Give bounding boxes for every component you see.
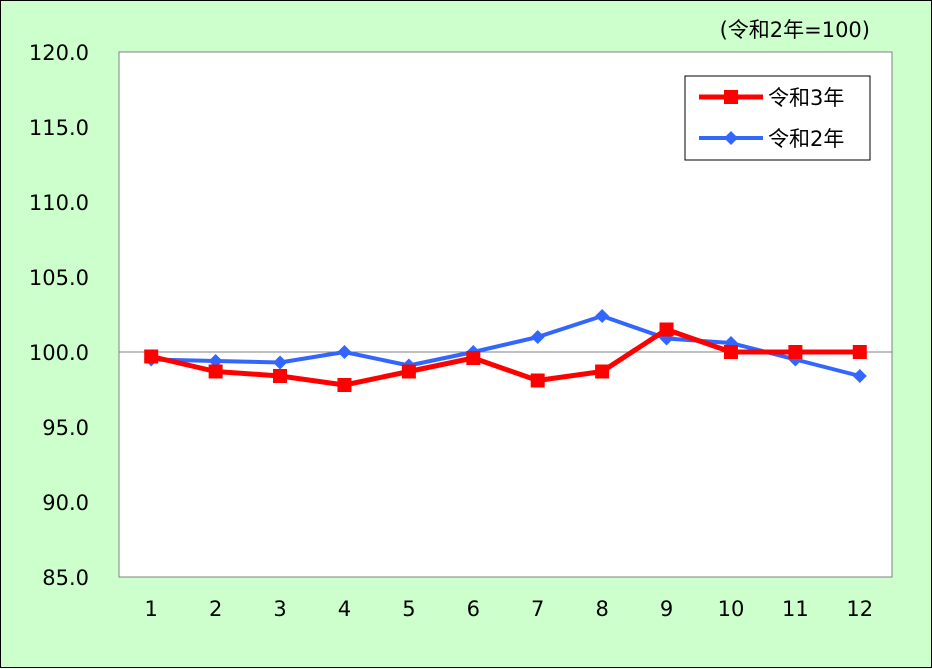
- data-point-diamond: [337, 345, 352, 359]
- x-tick-label: 5: [402, 597, 415, 621]
- x-tick-label: 7: [531, 597, 544, 621]
- x-tick-label: 3: [273, 597, 286, 621]
- y-tick-label: 90.0: [42, 491, 89, 515]
- y-tick-label: 115.0: [29, 116, 89, 140]
- legend-swatch-diamond: [724, 131, 738, 145]
- y-tick-label: 85.0: [42, 566, 89, 590]
- data-point-square: [788, 345, 803, 359]
- data-point-square: [530, 373, 545, 388]
- data-point-square: [273, 369, 288, 383]
- data-point-square: [595, 364, 610, 379]
- legend-swatch-square: [724, 90, 738, 104]
- data-point-diamond: [530, 330, 545, 344]
- x-tick-label: 12: [846, 597, 873, 621]
- legend-label: 令和3年: [768, 86, 844, 110]
- data-point-square: [659, 322, 674, 337]
- x-tick-label: 1: [145, 597, 158, 621]
- series-0: [144, 322, 867, 392]
- y-tick-label: 110.0: [29, 191, 89, 215]
- x-tick-label: 8: [595, 597, 608, 621]
- data-point-square: [337, 378, 352, 392]
- x-tick-label: 6: [467, 597, 480, 621]
- y-tick-label: 100.0: [29, 341, 89, 365]
- legend-label: 令和2年: [768, 127, 844, 151]
- data-point-diamond: [273, 355, 288, 370]
- x-tick-label: 4: [338, 597, 351, 621]
- legend-item-0: 令和3年: [699, 86, 844, 110]
- data-point-diamond: [852, 369, 867, 383]
- data-point-square: [401, 364, 416, 379]
- x-tick-label: 11: [782, 597, 809, 621]
- y-tick-label: 105.0: [29, 266, 89, 290]
- x-tick-label: 10: [718, 597, 745, 621]
- y-tick-label: 95.0: [42, 416, 89, 440]
- data-point-square: [466, 351, 481, 365]
- legend-item-1: 令和2年: [699, 127, 844, 151]
- y-tick-label: 120.0: [29, 41, 89, 65]
- x-tick-label: 2: [209, 597, 222, 621]
- series-line: [151, 314, 861, 378]
- data-point-square: [144, 349, 159, 364]
- unit-note: (令和2年=100): [720, 18, 870, 42]
- data-point-square: [208, 364, 223, 379]
- series-line: [150, 327, 860, 388]
- data-point-square: [852, 345, 867, 359]
- x-tick-label: 9: [660, 597, 673, 621]
- data-point-square: [723, 345, 738, 359]
- legend-box: [684, 75, 871, 161]
- data-point-diamond: [595, 309, 610, 323]
